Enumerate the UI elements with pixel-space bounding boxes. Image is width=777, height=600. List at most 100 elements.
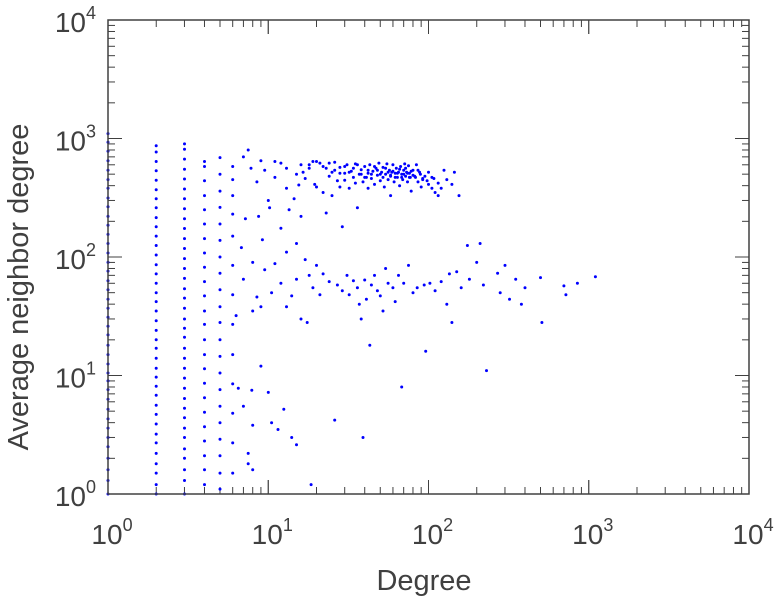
data-point [311,160,315,163]
data-point [498,291,502,295]
data-point [218,288,222,292]
data-point [203,353,206,357]
data-point [203,322,206,326]
data-point [539,276,542,280]
data-point [231,441,235,445]
data-point [514,277,518,281]
data-point [183,142,186,146]
data-point [345,163,349,167]
data-point [436,181,440,185]
data-point [183,247,186,250]
data-point [183,335,186,339]
data-point [183,267,186,270]
data-point [465,244,469,247]
data-point [366,171,370,175]
x-tick-label: 102 [412,515,453,550]
data-point [218,338,222,342]
data-point [218,222,222,226]
data-point [397,273,400,277]
data-point [183,296,186,300]
data-point [409,169,413,173]
data-point [327,174,331,178]
data-point [389,194,393,198]
data-point [218,205,222,209]
data-point [183,317,186,321]
data-point [282,407,286,411]
data-point [355,286,359,290]
data-point [287,208,291,212]
data-point [457,194,461,198]
data-point [183,167,186,171]
data-point [313,182,317,186]
data-point [263,168,267,172]
data-point [386,170,390,174]
data-point [218,238,222,242]
data-point [285,166,288,170]
data-point [234,314,238,318]
data-point [321,191,325,194]
data-point [369,172,373,176]
x-tick-label: 101 [252,515,293,550]
data-point [154,375,158,379]
data-point [402,168,406,172]
data-point [394,166,398,170]
data-point [395,171,399,175]
data-point [203,237,206,241]
data-point [203,454,206,458]
data-point [368,163,372,167]
data-point [409,189,413,193]
data-point [399,165,403,168]
data-point [475,260,479,264]
data-point [311,286,315,290]
data-point [231,411,235,415]
data-point [366,168,370,172]
data-point [403,162,407,166]
data-point [154,384,158,388]
data-point [361,180,365,184]
data-point [485,369,488,373]
data-point [231,194,235,198]
data-point [203,222,206,226]
data-point [406,171,409,175]
data-point [246,451,250,455]
data-point [273,262,277,266]
data-point [263,268,267,272]
data-point [183,187,186,191]
data-point [236,386,240,390]
data-point [203,367,206,371]
data-point [154,197,158,201]
data-point [418,172,422,176]
data-point [231,165,235,168]
data-point [382,185,386,189]
data-point [375,168,379,172]
data-point [218,454,222,458]
data-point [359,172,363,176]
data-point [385,162,389,166]
data-point [373,182,376,186]
data-point [231,234,235,238]
data-point [218,305,222,309]
data-point [400,385,404,389]
data-point [299,163,303,167]
y-tick-label: 102 [55,240,96,275]
data-point [371,169,375,173]
data-point [183,376,186,380]
data-point [411,291,415,295]
data-point [259,159,263,163]
data-point [183,406,186,410]
data-point [478,242,482,245]
data-point [246,462,250,466]
data-point [297,183,301,187]
data-point [307,166,311,170]
data-point [154,216,158,220]
data-point [154,346,158,350]
data-point [154,150,158,154]
data-point [241,155,245,159]
data-point [218,255,222,259]
data-point [218,156,222,160]
data-point [203,194,206,198]
data-point [249,166,253,170]
data-point [183,217,186,221]
data-point [364,297,368,301]
data-point [378,172,382,176]
